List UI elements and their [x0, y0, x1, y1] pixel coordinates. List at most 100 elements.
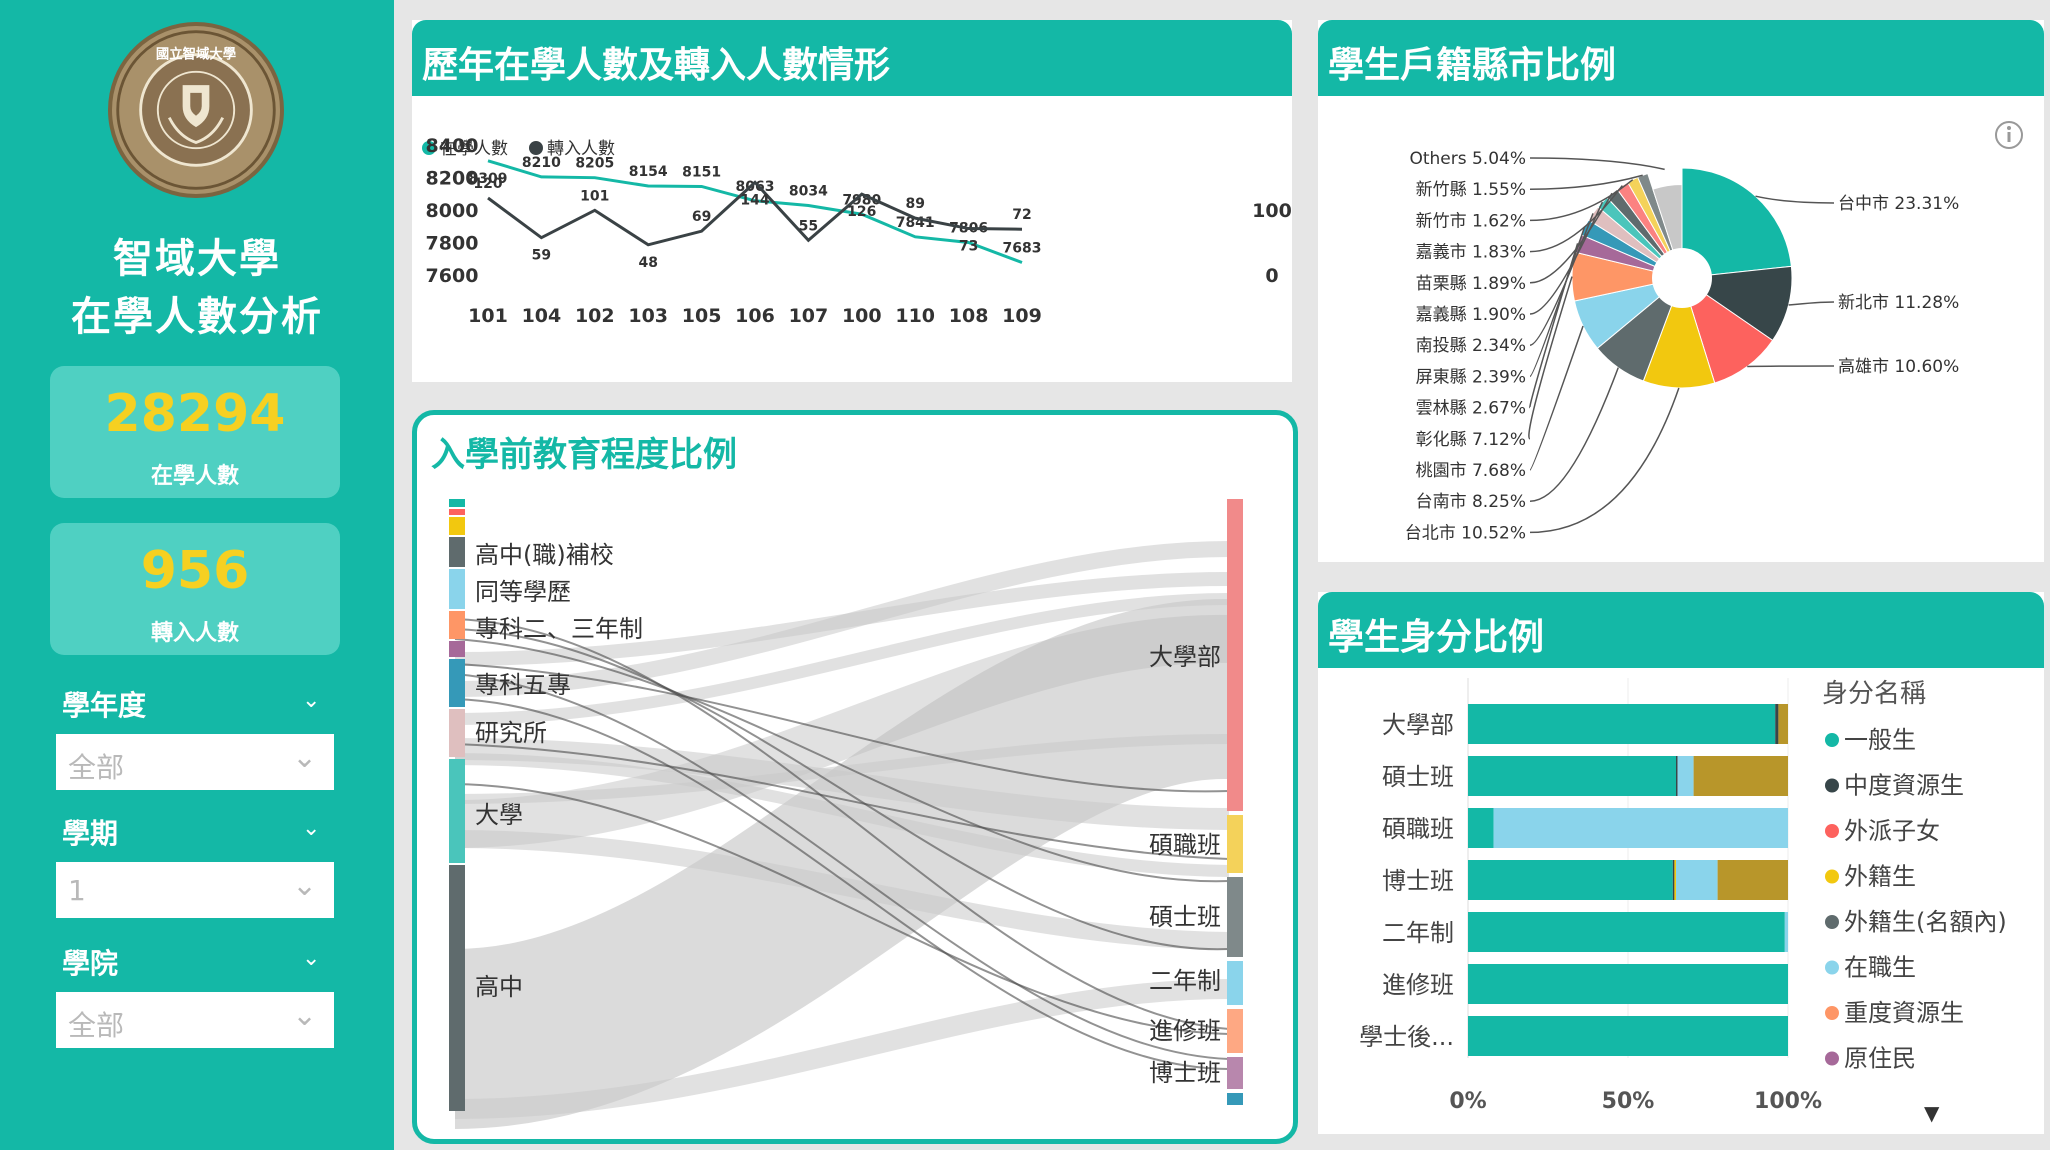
- data-label: 8034: [789, 183, 828, 199]
- leader-line: [1529, 325, 1584, 471]
- bar-segment[interactable]: [1468, 756, 1676, 796]
- sankey-node[interactable]: [449, 537, 465, 567]
- data-label: 59: [532, 248, 551, 264]
- filter-college-dropdown[interactable]: 全部 ⌄: [56, 992, 334, 1048]
- sankey-link[interactable]: [454, 979, 1230, 1119]
- sankey-link[interactable]: [454, 593, 1230, 725]
- sankey-link[interactable]: [454, 663, 1230, 793]
- sankey-link[interactable]: [454, 734, 1230, 804]
- pie-label: 台南市 8.25%: [1416, 492, 1526, 512]
- chevron-down-icon[interactable]: ⌄: [302, 946, 321, 971]
- sankey-node[interactable]: [449, 499, 465, 507]
- legend-label: 一般生: [1844, 726, 1916, 754]
- series-line[interactable]: [487, 180, 1023, 247]
- sankey-link[interactable]: [452, 599, 1231, 1129]
- sankey-node[interactable]: [449, 611, 465, 639]
- data-label: 8151: [682, 164, 721, 180]
- pie-slice[interactable]: [1642, 276, 1716, 389]
- sankey-link[interactable]: [454, 753, 1230, 877]
- pie-label: 高雄市 10.60%: [1838, 357, 1959, 377]
- sankey-chart[interactable]: 高中(職)補校 同等學歷 專科二、三年制 專科五專 研究所 大學 高中 大學部 …: [417, 489, 1287, 1129]
- bar-segment[interactable]: [1778, 704, 1788, 744]
- scroll-down-icon[interactable]: ▼: [1924, 1101, 1940, 1125]
- leader-line: [1529, 213, 1594, 346]
- leader-line: [1529, 179, 1634, 222]
- bar-segment[interactable]: [1674, 860, 1676, 900]
- bar-segment[interactable]: [1784, 912, 1788, 952]
- sankey-link[interactable]: [454, 638, 1230, 883]
- bar-segment[interactable]: [1468, 964, 1788, 1004]
- sankey-node[interactable]: [449, 709, 465, 757]
- x-tick-label: 101: [468, 305, 508, 327]
- panel-title: 學生身分比例: [1328, 617, 1545, 658]
- bar-segment[interactable]: [1468, 1016, 1788, 1056]
- bar-segment[interactable]: [1468, 808, 1494, 848]
- legend-marker: [422, 141, 436, 155]
- sankey-link[interactable]: [454, 618, 1230, 1030]
- bar-segment[interactable]: [1468, 912, 1785, 952]
- pie-chart[interactable]: 台中市 23.31% 新北市 11.28% 高雄市 10.60% Others 5.0…: [1318, 96, 2044, 562]
- sankey-node[interactable]: [1227, 1009, 1243, 1053]
- leader-line: [1529, 387, 1680, 534]
- sankey-node[interactable]: [449, 509, 465, 515]
- legend-label: 在學人數: [440, 139, 508, 159]
- app-subtitle: 在學人數分析: [71, 294, 323, 340]
- sankey-node[interactable]: [1227, 499, 1243, 811]
- sankey-node[interactable]: [449, 759, 465, 863]
- filter-semester-dropdown[interactable]: 1 ⌄: [56, 862, 334, 918]
- bar-segment[interactable]: [1468, 860, 1673, 900]
- sankey-node[interactable]: [449, 517, 465, 535]
- pie-slice[interactable]: [1681, 276, 1774, 384]
- sankey-node[interactable]: [449, 641, 465, 657]
- sankey-link[interactable]: [454, 698, 1230, 1070]
- data-label: 48: [638, 255, 657, 271]
- sankey-node[interactable]: [1227, 1057, 1243, 1089]
- sankey-node[interactable]: [1227, 815, 1243, 873]
- kpi-label: 轉入人數: [150, 621, 239, 646]
- sankey-node[interactable]: [449, 569, 465, 609]
- bar-segment[interactable]: [1676, 860, 1718, 900]
- sankey-target-label: 二年制: [1149, 967, 1221, 995]
- sankey-link[interactable]: [454, 572, 1230, 666]
- bar-segment[interactable]: [1775, 704, 1779, 744]
- sankey-link[interactable]: [454, 628, 1230, 951]
- line-chart[interactable]: 在學人數 轉入人數 8400 8200 8000 7800 7600 100 0 101 104…: [412, 96, 1292, 382]
- leader-line: [1529, 201, 1604, 315]
- filter-label-year: 學年度: [62, 689, 147, 722]
- bar-segment[interactable]: [1693, 756, 1788, 796]
- legend-marker: [529, 141, 543, 155]
- pie-label: 新竹縣 1.55%: [1416, 180, 1526, 200]
- filter-year-dropdown[interactable]: 全部 ⌄: [56, 734, 334, 790]
- sankey-node[interactable]: [449, 659, 465, 707]
- series-line[interactable]: [487, 159, 1023, 264]
- chevron-down-icon[interactable]: ⌄: [302, 816, 321, 841]
- filter-label-semester: 學期: [62, 817, 119, 850]
- bar-segment[interactable]: [1677, 756, 1694, 796]
- x-tick-label: 107: [789, 305, 829, 327]
- info-icon[interactable]: [1994, 120, 2024, 150]
- leader-line: [1747, 365, 1835, 368]
- bar-segment[interactable]: [1717, 860, 1788, 900]
- x-tick-label: 108: [949, 305, 989, 327]
- y-tick-label: 8400: [426, 135, 479, 157]
- data-label: 89: [905, 196, 924, 212]
- legend-label: 外籍生: [1844, 863, 1916, 891]
- y-tick-label: 8000: [426, 200, 479, 222]
- bar-segment[interactable]: [1672, 860, 1675, 900]
- pie-label: 新北市 11.28%: [1838, 293, 1959, 313]
- bar-segment[interactable]: [1468, 704, 1776, 744]
- sankey-link[interactable]: [454, 783, 1230, 1035]
- pie-slice[interactable]: [1681, 167, 1792, 279]
- sankey-node[interactable]: [1227, 877, 1243, 957]
- sankey-link[interactable]: [454, 743, 1230, 860]
- bar-segment[interactable]: [1676, 756, 1678, 796]
- chevron-down-icon[interactable]: ⌄: [302, 688, 321, 713]
- category-label: 學士後...: [1359, 1023, 1454, 1051]
- sankey-link[interactable]: [454, 673, 1230, 1060]
- sankey-node[interactable]: [449, 865, 465, 1111]
- bar-segment[interactable]: [1493, 808, 1788, 848]
- sankey-node[interactable]: [1227, 1093, 1243, 1105]
- sankey-node[interactable]: [1227, 961, 1243, 1005]
- pie-label: 雲林縣 2.67%: [1416, 399, 1526, 419]
